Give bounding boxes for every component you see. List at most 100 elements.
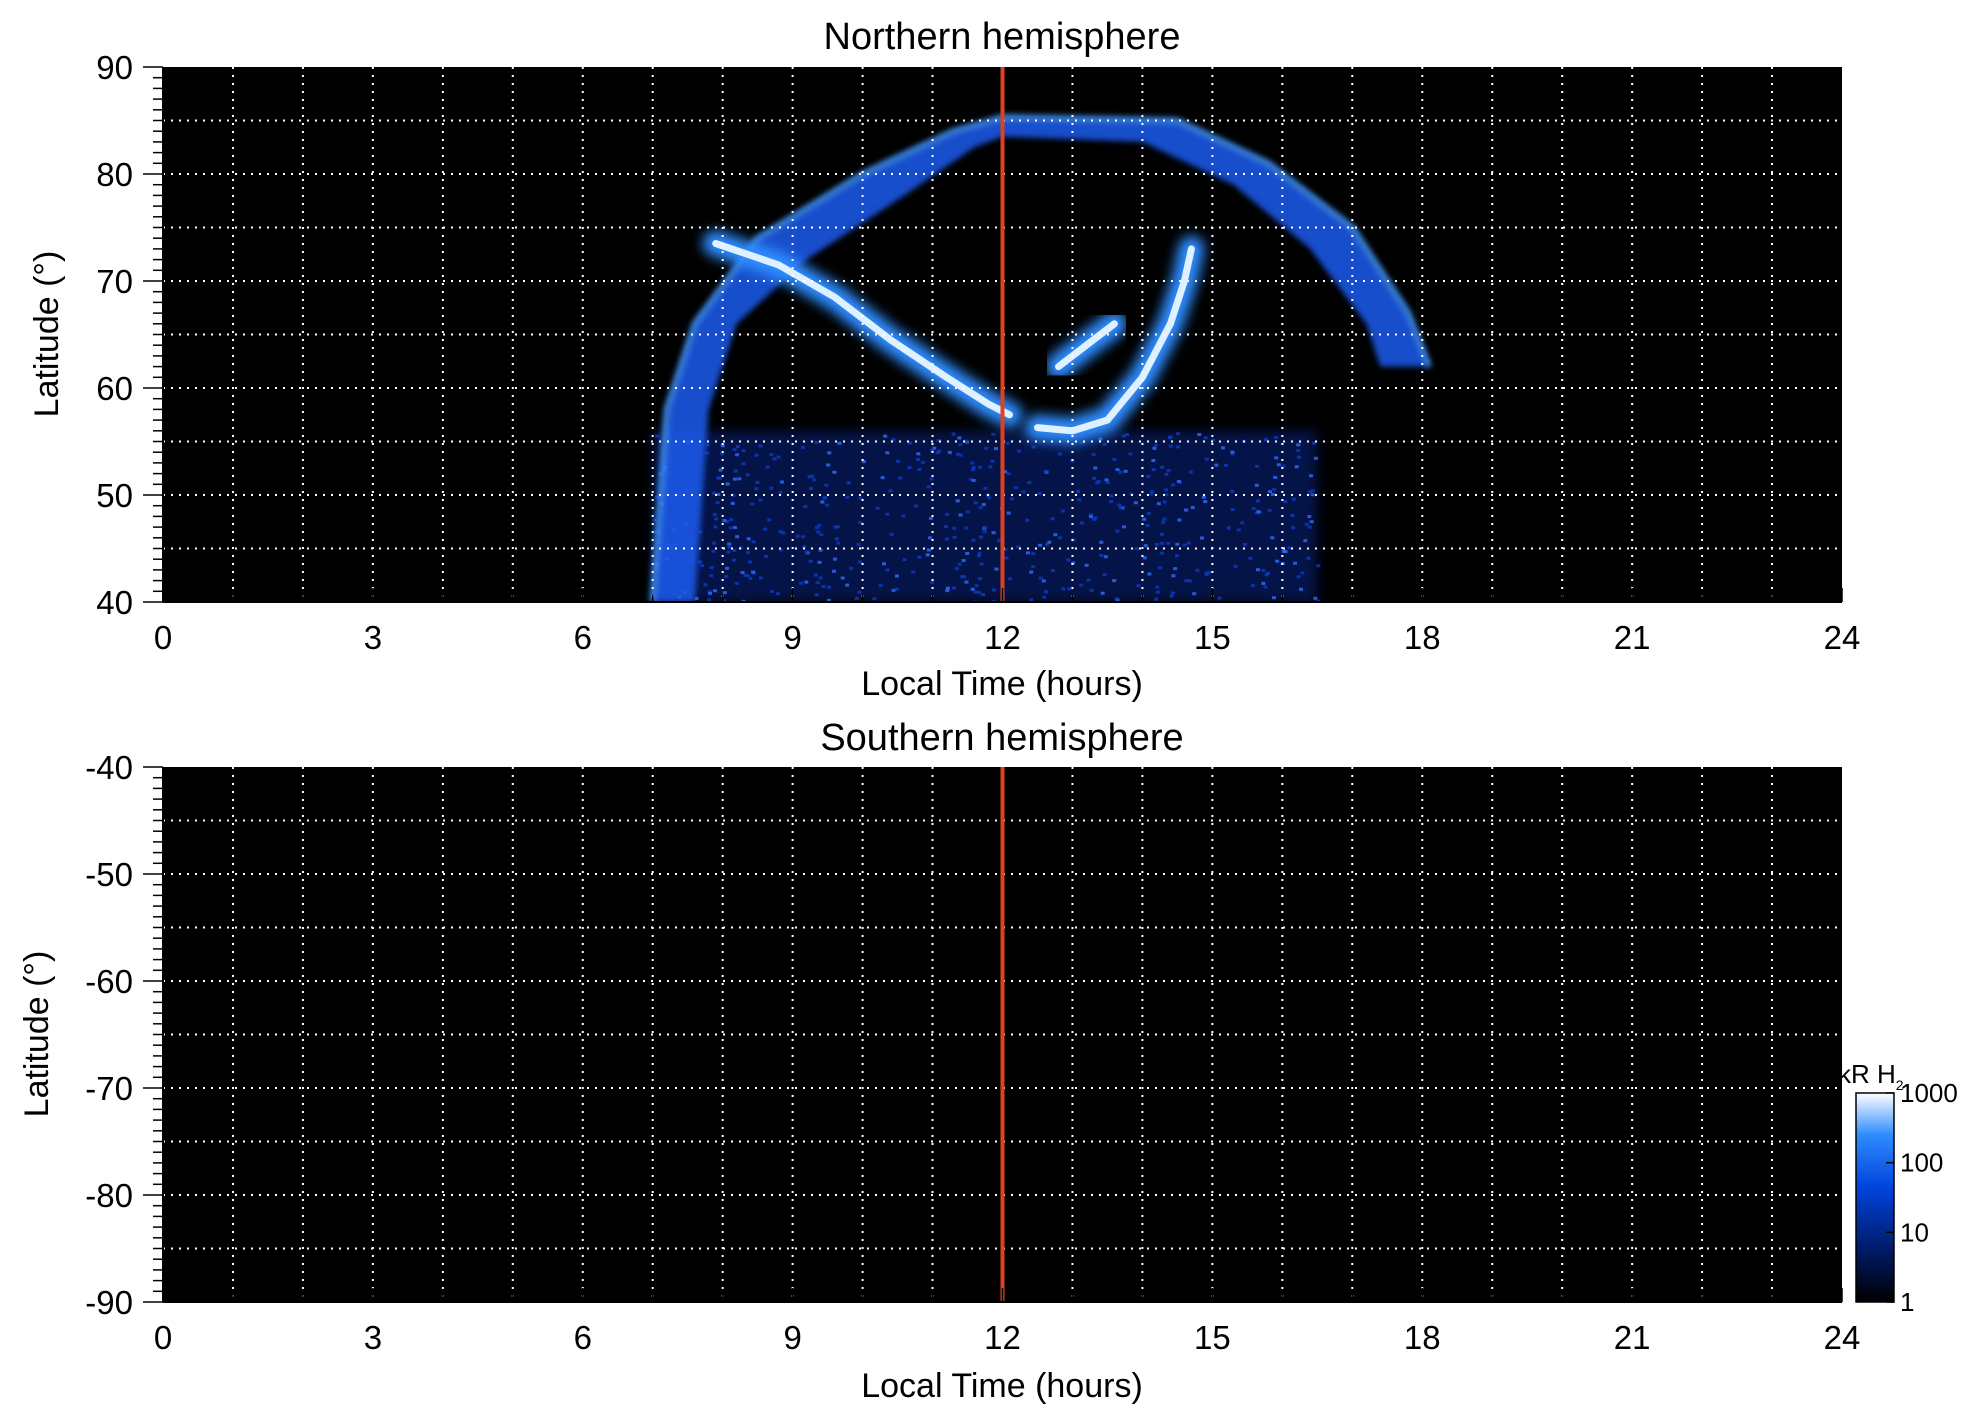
colorbar-tick-label: 100: [1900, 1148, 1943, 1178]
speckle: [1256, 510, 1261, 514]
speckle: [1204, 571, 1209, 575]
speckle: [779, 480, 784, 484]
speckle: [945, 589, 950, 593]
speckle: [872, 597, 877, 601]
speckle: [832, 470, 837, 474]
speckle: [925, 553, 930, 557]
speckle: [1099, 553, 1104, 557]
speckle: [1190, 506, 1195, 510]
speckle: [846, 481, 851, 485]
speckle: [747, 560, 752, 564]
speckle: [1158, 566, 1163, 570]
speckle: [836, 541, 841, 545]
speckle: [1303, 539, 1308, 543]
speckle: [952, 586, 957, 590]
x-tick-label: 18: [1404, 1319, 1441, 1356]
speckle: [1316, 564, 1321, 568]
speckle: [856, 543, 861, 547]
grid-south: [163, 767, 1842, 1302]
speckle: [725, 566, 730, 570]
speckle: [705, 443, 710, 447]
speckle: [1296, 449, 1301, 453]
speckle: [914, 504, 919, 508]
y-axis-north: 90 80 70 60 50 40: [96, 49, 164, 621]
speckle: [1162, 500, 1167, 504]
speckle: [1121, 525, 1126, 529]
speckle: [1186, 541, 1191, 545]
speckle: [1050, 517, 1055, 521]
speckle: [1254, 483, 1259, 487]
speckle: [901, 514, 906, 518]
speckle: [958, 443, 963, 447]
speckle: [1080, 521, 1085, 525]
speckle: [958, 453, 963, 457]
speckle: [1307, 525, 1312, 529]
speckle: [878, 584, 883, 588]
speckle: [1310, 489, 1315, 493]
x-tick-label: 12: [984, 1319, 1021, 1356]
speckle: [1296, 575, 1301, 579]
speckle: [1084, 563, 1089, 567]
speckle: [707, 598, 712, 602]
speckle: [973, 590, 978, 594]
speckle: [1230, 450, 1235, 454]
speckle: [916, 458, 921, 462]
speckle: [1263, 438, 1268, 442]
speckle: [1105, 480, 1110, 484]
speckle: [1008, 577, 1013, 581]
speckle: [932, 446, 937, 450]
speckle: [1275, 559, 1280, 563]
speckle: [1115, 529, 1120, 533]
speckle: [991, 531, 996, 535]
speckle: [1004, 556, 1009, 560]
speckle: [739, 546, 744, 550]
speckle: [961, 558, 966, 562]
speckle: [1294, 465, 1299, 469]
speckle: [976, 554, 981, 558]
speckle: [974, 584, 979, 588]
speckle: [1233, 564, 1238, 568]
speckle: [820, 500, 825, 504]
x-tick-label: 0: [154, 1319, 172, 1356]
speckle: [1044, 590, 1049, 594]
speckle: [1013, 486, 1018, 490]
speckle: [1155, 542, 1160, 546]
x-tick-label: 24: [1824, 619, 1861, 656]
speckle: [1162, 517, 1167, 521]
speckle: [888, 489, 893, 493]
x-axis-label-south: Local Time (hours): [861, 1367, 1143, 1405]
speckle: [885, 512, 890, 516]
y-tick-label: -50: [85, 856, 133, 893]
speckle: [1149, 492, 1154, 496]
speckle: [1125, 433, 1130, 437]
y-tick-label: 50: [96, 477, 133, 514]
speckle: [896, 459, 901, 463]
speckle: [735, 445, 740, 449]
speckle: [740, 571, 745, 575]
speckle: [1145, 523, 1150, 527]
speckle: [1240, 521, 1245, 525]
speckle: [952, 526, 957, 530]
speckle: [1123, 469, 1128, 473]
auroral-emission-north: [649, 114, 1432, 602]
speckle: [1290, 513, 1295, 517]
speckle: [937, 449, 942, 453]
speckle: [704, 451, 709, 455]
speckle: [1159, 551, 1164, 555]
speckle: [1176, 479, 1181, 483]
speckle: [751, 570, 756, 574]
speckle: [1261, 581, 1266, 585]
speckle: [818, 576, 823, 580]
speckle: [917, 467, 922, 471]
speckle: [719, 452, 724, 456]
speckle: [984, 446, 989, 450]
speckle: [1038, 576, 1043, 580]
speckle: [1160, 541, 1165, 545]
speckle: [1270, 492, 1275, 496]
y-tick-label: -60: [85, 963, 133, 1000]
speckle: [895, 574, 900, 578]
speckle: [741, 462, 746, 466]
speckle: [758, 498, 763, 502]
speckle: [1203, 500, 1208, 504]
speckle: [840, 576, 845, 580]
